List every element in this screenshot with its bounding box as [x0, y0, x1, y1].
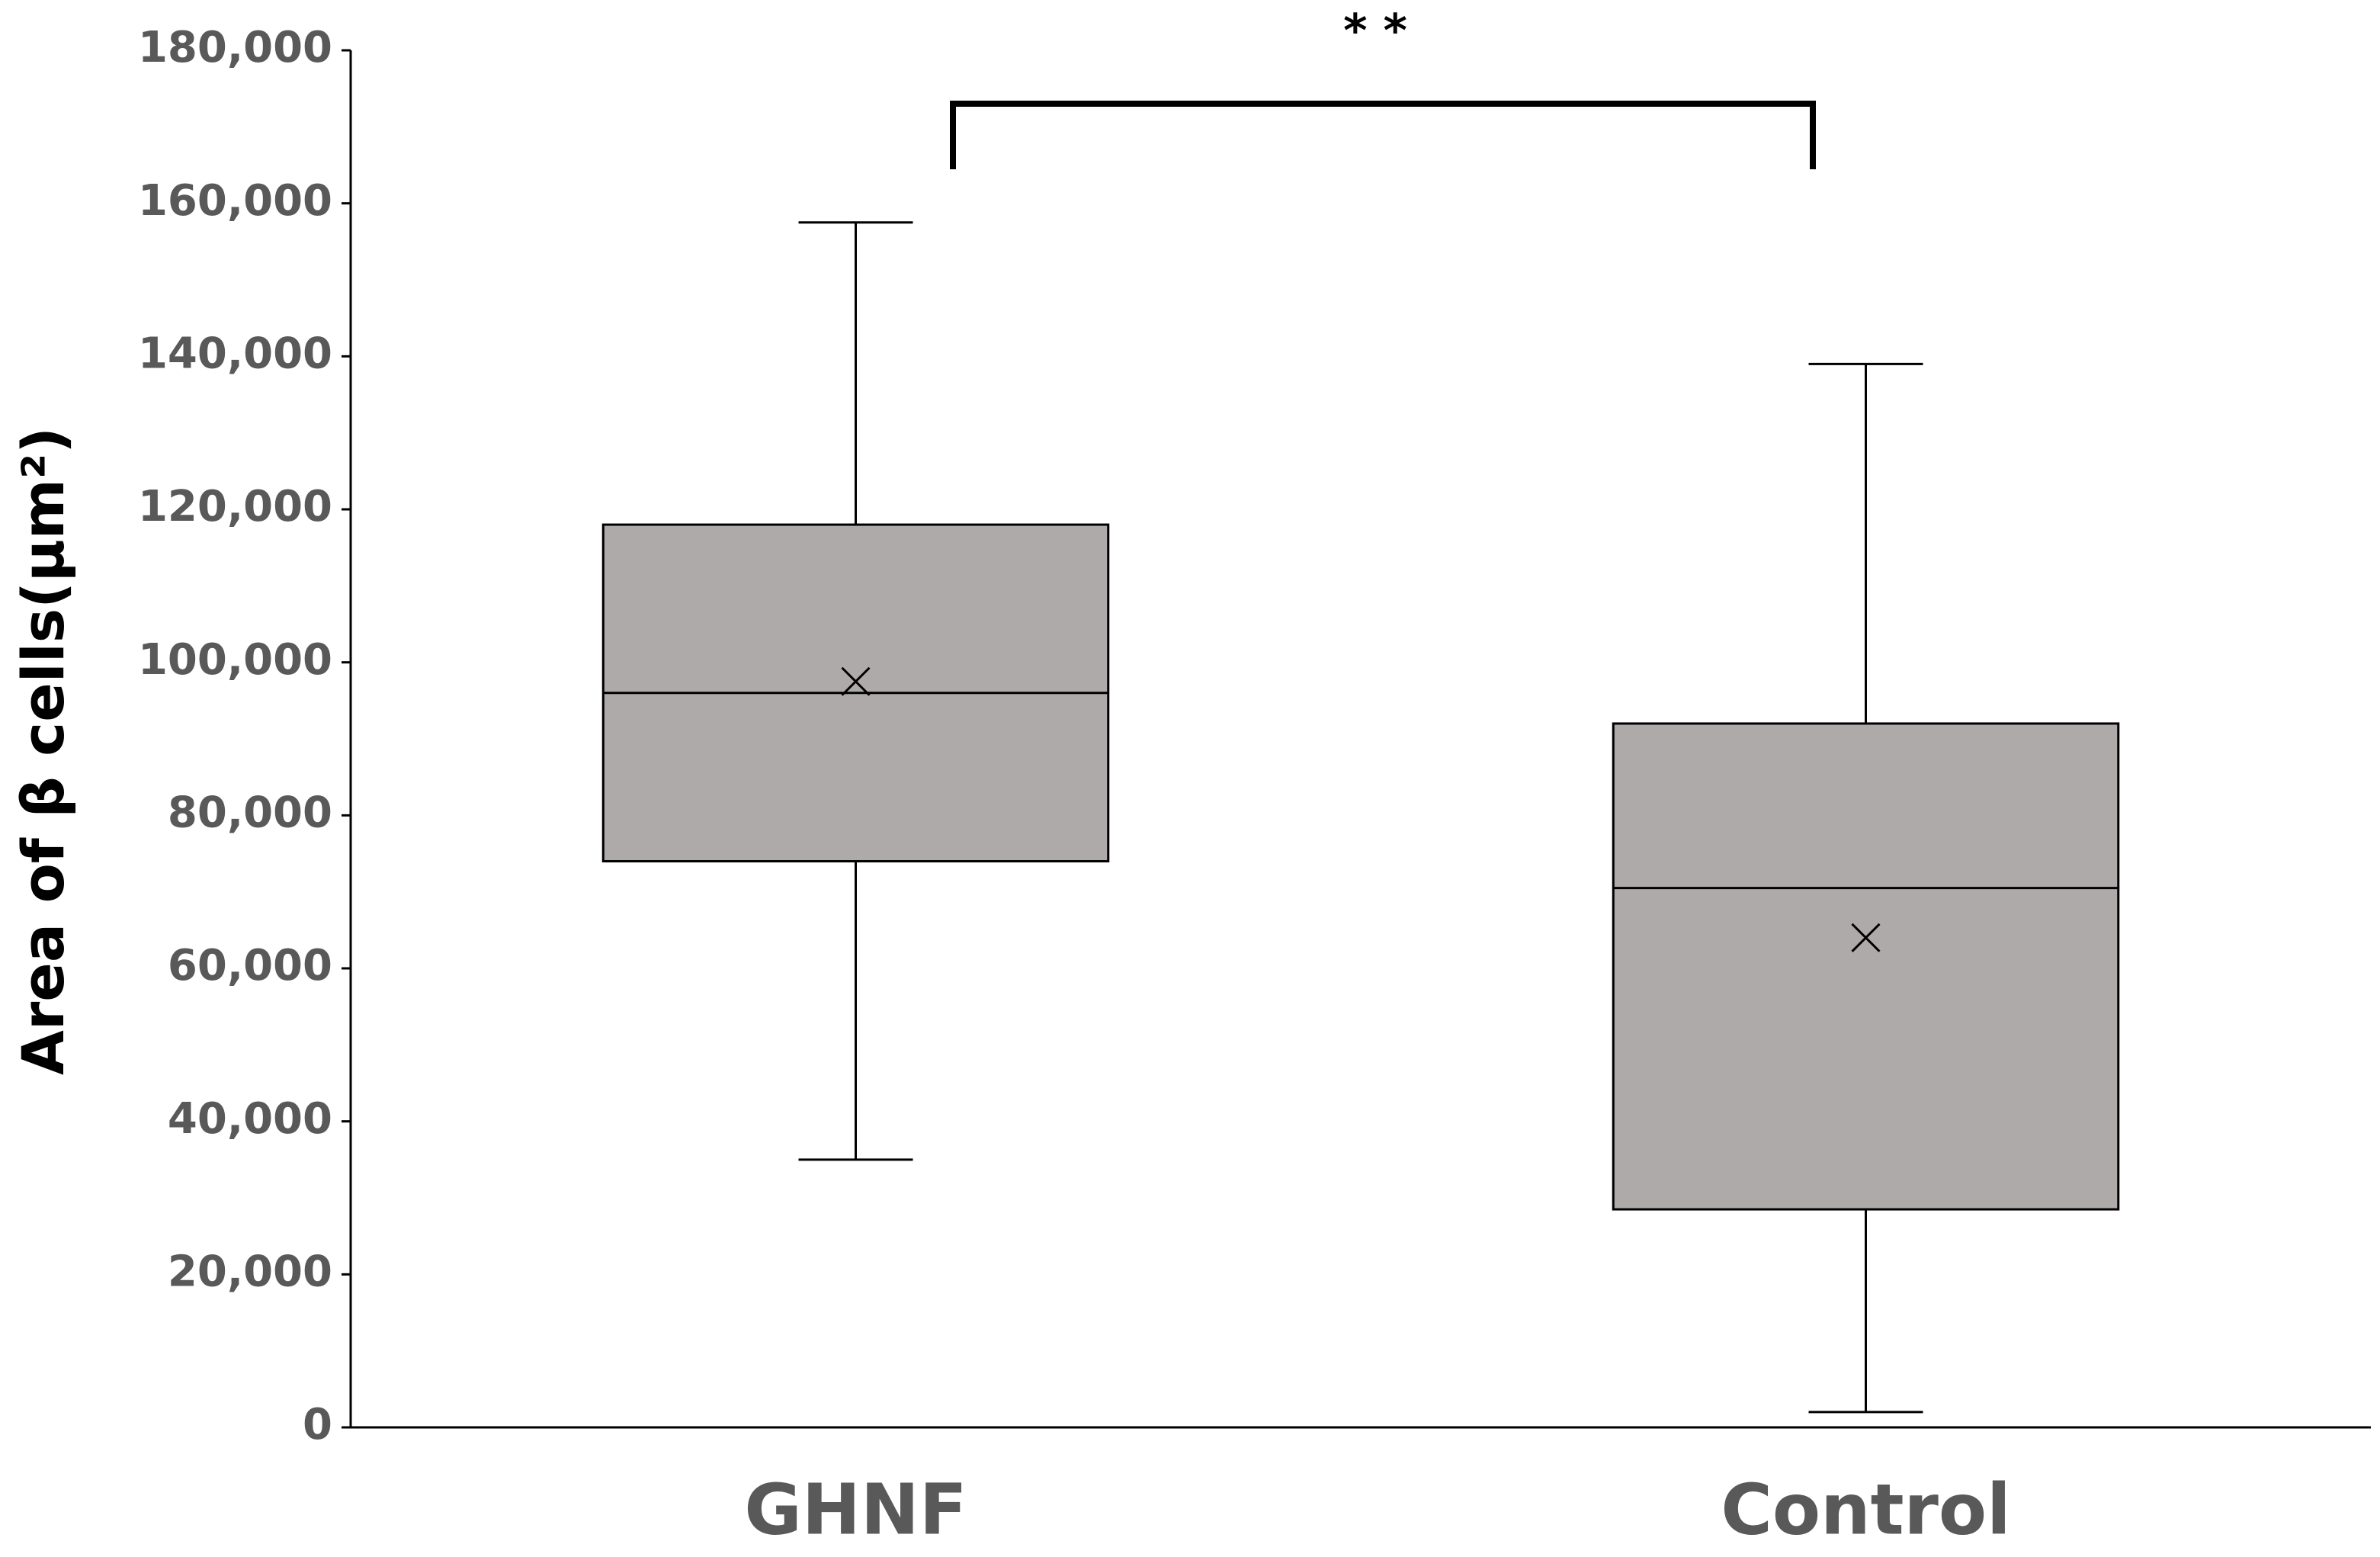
- y-tick-label: 120,000: [138, 482, 332, 531]
- x-tick-label: Control: [1721, 1469, 2010, 1550]
- y-tick-label: 160,000: [138, 176, 332, 226]
- y-tick-label: 20,000: [168, 1247, 332, 1296]
- y-tick-label: 180,000: [138, 23, 332, 72]
- y-axis-label: Area of β cells(μm²): [9, 427, 77, 1075]
- y-tick-label: 0: [303, 1400, 332, 1449]
- mean-marker: [1851, 923, 1881, 952]
- y-tick-label: 80,000: [168, 788, 332, 837]
- y-tick-label: 40,000: [168, 1094, 332, 1144]
- y-tick-label: 140,000: [138, 329, 332, 378]
- significance-bracket: [950, 101, 1816, 169]
- x-tick-label: GHNF: [744, 1469, 967, 1550]
- mean-marker: [841, 666, 871, 696]
- significance-annotation: * *: [1343, 5, 1407, 58]
- y-tick-label: 60,000: [168, 941, 332, 990]
- box: [1612, 722, 2120, 1211]
- y-tick-label: 100,000: [138, 635, 332, 685]
